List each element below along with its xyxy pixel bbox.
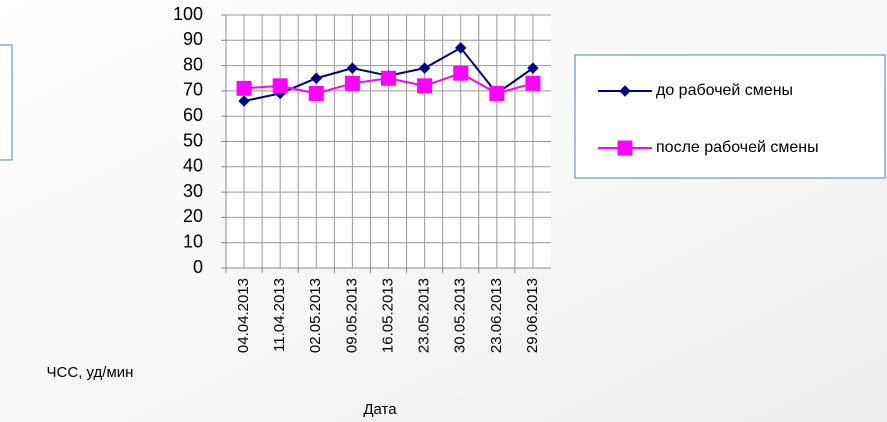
legend-label: после рабочей смены	[656, 139, 819, 156]
y-tick-label: 100	[173, 4, 203, 24]
x-tick-label: 11.04.2013	[271, 278, 288, 352]
marker	[310, 72, 322, 84]
x-tick-label: 30.05.2013	[452, 278, 469, 353]
y-tick-label: 80	[183, 54, 203, 74]
y-axis-title: ЧСС, уд/мин	[47, 364, 134, 381]
x-tick-label: 29.06.2013	[524, 278, 541, 353]
legend-box	[574, 54, 886, 179]
marker	[344, 75, 360, 91]
x-tick-label: 16.05.2013	[379, 278, 396, 353]
x-tick-label: 23.06.2013	[488, 278, 505, 353]
marker	[236, 80, 252, 96]
y-tick-label: 0	[193, 257, 203, 277]
legend-label: до рабочей смены	[656, 82, 793, 99]
marker	[617, 140, 633, 156]
y-tick-label: 50	[183, 130, 203, 150]
y-tick-label: 20	[183, 206, 203, 226]
y-tick-label: 10	[183, 231, 203, 251]
y-tick-label: 70	[183, 80, 203, 100]
marker	[346, 62, 359, 74]
y-tick-label: 60	[183, 105, 203, 125]
y-tick-label: 30	[183, 181, 203, 201]
y-tick-label: 40	[183, 156, 203, 176]
x-tick-label: 02.05.2013	[307, 278, 324, 353]
marker	[417, 78, 433, 94]
marker	[527, 62, 539, 74]
marker	[418, 62, 431, 74]
side-box	[0, 44, 13, 161]
x-tick-label: 04.04.2013	[235, 278, 252, 353]
marker	[453, 65, 469, 81]
marker	[619, 85, 631, 97]
y-tick-label: 90	[183, 29, 203, 49]
marker	[308, 85, 324, 101]
x-tick-label: 09.05.2013	[343, 278, 360, 353]
x-axis-title: Дата	[363, 401, 397, 418]
marker	[238, 95, 250, 107]
marker	[455, 42, 467, 54]
marker	[525, 75, 541, 91]
marker	[489, 85, 505, 101]
marker	[381, 70, 396, 86]
marker	[272, 78, 288, 94]
x-tick-label: 23.05.2013	[416, 278, 433, 353]
